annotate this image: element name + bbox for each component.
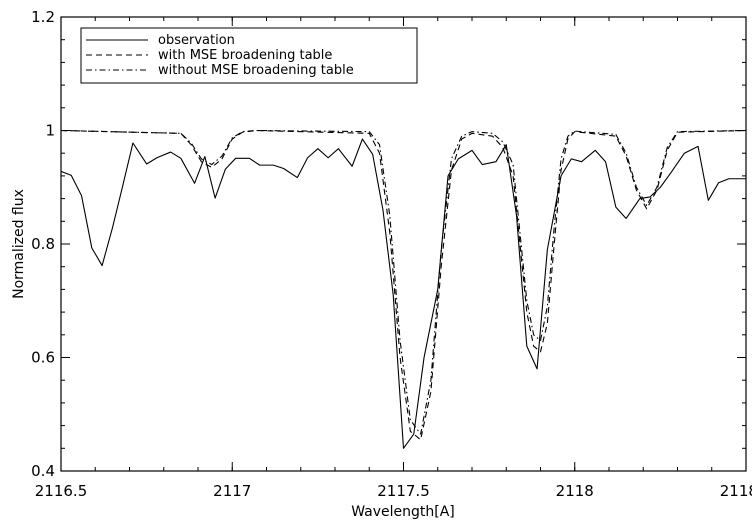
y-tick-label: 1.2 bbox=[31, 8, 55, 26]
x-tick-label: 2118.5 bbox=[720, 482, 752, 500]
axis-tick-labels: 2116.5 2117 2117.5 2118 2118.5 0.4 0.6 0.8 1 1.2 bbox=[31, 8, 752, 500]
legend-label-3: without MSE broadening table bbox=[158, 63, 354, 78]
plot-area bbox=[60, 129, 747, 449]
series-line-1 bbox=[60, 138, 746, 449]
x-tick-label: 2116.5 bbox=[35, 482, 88, 500]
y-tick-label: 0.4 bbox=[31, 462, 55, 480]
legend-label-1: observation bbox=[158, 33, 235, 48]
x-tick-label: 2118 bbox=[556, 482, 594, 500]
x-tick-label: 2117 bbox=[213, 482, 251, 500]
series-line-2 bbox=[60, 129, 747, 441]
y-axis-title: Normalized flux bbox=[11, 189, 27, 299]
plot-frame bbox=[60, 16, 747, 472]
x-axis-title: Wavelength[A] bbox=[351, 504, 455, 520]
axis-ticks bbox=[60, 16, 747, 472]
x-tick-label: 2117.5 bbox=[377, 482, 430, 500]
y-tick-label: 0.8 bbox=[31, 235, 55, 253]
series-line-3 bbox=[60, 129, 747, 435]
y-tick-label: 1 bbox=[45, 122, 55, 140]
legend-label-2: with MSE broadening table bbox=[158, 48, 332, 63]
y-tick-label: 0.6 bbox=[31, 349, 55, 367]
